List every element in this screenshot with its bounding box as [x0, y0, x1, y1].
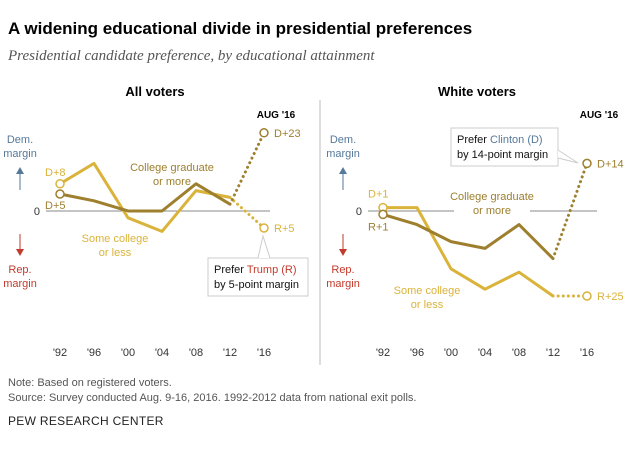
callout-prefix: Prefer: [214, 264, 247, 276]
data-label-first: D+5: [45, 200, 66, 212]
series-line-some-college: [59, 161, 231, 233]
x-tick-label: '04: [155, 347, 169, 359]
data-label-first: D+1: [368, 189, 389, 201]
callout-prefix: Prefer: [457, 134, 490, 146]
series-label: or less: [99, 247, 132, 259]
rep-margin-label: margin: [326, 278, 360, 290]
series-dotted-segment: [551, 161, 589, 261]
x-tick-label: '08: [189, 347, 203, 359]
series-label: or more: [153, 176, 191, 188]
zero-tick-label: 0: [34, 206, 40, 218]
series-label: or more: [473, 205, 511, 217]
data-point-marker: [55, 179, 65, 189]
chart-title: A widening educational divide in preside…: [8, 19, 473, 38]
x-tick-label: '04: [478, 347, 492, 359]
dem-margin-label: Dem.: [330, 134, 356, 146]
source-org: PEW RESEARCH CENTER: [8, 414, 164, 428]
label-background: [454, 204, 530, 218]
x-tick-label: '00: [444, 347, 458, 359]
x-tick-label: '16: [580, 347, 594, 359]
x-tick-label: '00: [121, 347, 135, 359]
callout-candidate: Trump (R): [247, 264, 297, 276]
callout-text: by 14-point margin: [457, 149, 548, 161]
x-tick-label: '96: [410, 347, 424, 359]
x-tick-label: '92: [376, 347, 390, 359]
note: Note: Based on registered voters.: [8, 377, 172, 389]
x-tick-label: '12: [223, 347, 237, 359]
data-label-last: D+23: [274, 128, 301, 140]
dem-margin-label: margin: [3, 148, 37, 160]
x-tick-label: '92: [53, 347, 67, 359]
rep-arrow-icon: [16, 249, 24, 256]
series-label: or less: [411, 299, 444, 311]
x-tick-label: '12: [546, 347, 560, 359]
chart-subtitle: Presidential candidate preference, by ed…: [8, 48, 375, 64]
data-point-marker: [582, 291, 592, 301]
latest-label: AUG '16: [257, 110, 296, 121]
series-label: Some college: [394, 285, 461, 297]
x-tick-label: '08: [512, 347, 526, 359]
callout-box: [450, 127, 559, 167]
data-point-marker: [259, 128, 269, 138]
callout-text: Prefer Trump (R): [214, 264, 297, 276]
callout-candidate: Clinton (D): [490, 134, 543, 146]
data-label-last: R+25: [597, 291, 624, 303]
dem-margin-label: Dem.: [7, 134, 33, 146]
callout-text: Prefer Clinton (D): [457, 134, 543, 146]
rep-margin-label: Rep.: [8, 264, 31, 276]
series-line-college-grad: [59, 182, 231, 213]
x-tick-label: '16: [257, 347, 271, 359]
panel-title: White voters: [438, 84, 516, 99]
callout-box: [207, 257, 309, 297]
rep-arrow-icon: [339, 249, 347, 256]
series-dotted-segment: [228, 195, 266, 230]
data-label-first: D+8: [45, 167, 66, 179]
data-label-first: R+1: [368, 221, 389, 233]
zero-tick-label: 0: [356, 206, 362, 218]
panel-title: All voters: [125, 84, 184, 99]
series-dotted-segment: [228, 131, 266, 206]
dem-arrow-icon: [339, 167, 347, 174]
series-label: College graduate: [130, 162, 214, 174]
series-line-college-grad: [382, 212, 555, 260]
data-label-last: D+14: [597, 158, 624, 170]
rep-margin-label: Rep.: [331, 264, 354, 276]
data-point-marker: [582, 158, 592, 169]
series-label: College graduate: [450, 191, 534, 203]
latest-label: AUG '16: [580, 110, 619, 121]
data-label-last: R+5: [274, 223, 295, 235]
callout-text: by 5-point margin: [214, 279, 299, 291]
dem-arrow-icon: [16, 167, 24, 174]
rep-margin-label: margin: [3, 278, 37, 290]
x-tick-label: '96: [87, 347, 101, 359]
series-label: Some college: [82, 233, 149, 245]
data-point-marker: [378, 209, 388, 220]
data-point-marker: [259, 223, 269, 233]
dem-margin-label: margin: [326, 148, 360, 160]
callout-pointer: [257, 234, 271, 259]
data-point-marker: [55, 189, 65, 199]
series-line-some-college: [383, 206, 554, 298]
source-note: Source: Survey conducted Aug. 9-16, 2016…: [8, 392, 417, 404]
callout-pointer: [557, 149, 579, 164]
